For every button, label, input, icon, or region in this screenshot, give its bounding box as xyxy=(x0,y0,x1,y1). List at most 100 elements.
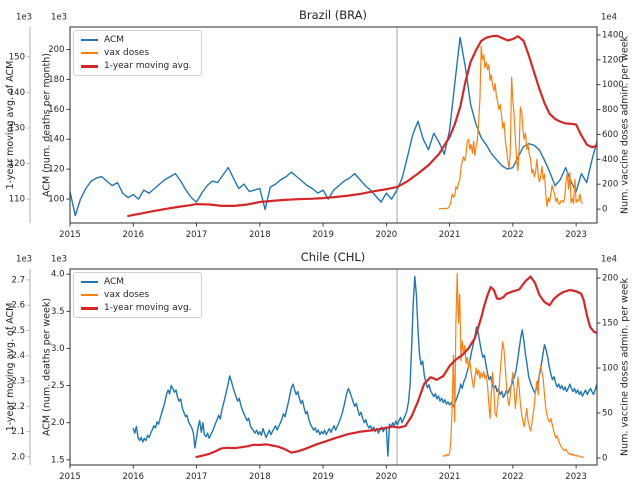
x-tick-label: 2018 xyxy=(249,472,271,482)
x-tick-label: 2017 xyxy=(186,472,208,482)
moving-avg-axis-tick-label: 2.7 xyxy=(11,275,25,285)
legend-entry-moving-avg: 1-year moving avg. xyxy=(81,303,192,313)
moving-avg-axis-tick-label: 2.1 xyxy=(11,427,25,437)
left-inner-axis-offset-text: 1e3 xyxy=(51,255,67,265)
legend-entry-acm: ACM xyxy=(81,277,192,287)
vax-axis-tick-label: 150 xyxy=(602,319,618,329)
chile-chart-title: Chile (CHL) xyxy=(300,250,366,264)
x-tick-label: 2020 xyxy=(376,472,398,482)
acm-line xyxy=(132,275,597,457)
right-axis-offset-text: 1e4 xyxy=(601,13,617,23)
moving-avg-line-swatch xyxy=(81,306,98,310)
acm-axis-tick-label: 3.5 xyxy=(51,307,65,317)
acm-axis-tick-label: 120 xyxy=(48,165,64,175)
moving-avg-axis-tick-label: 150 xyxy=(9,52,25,62)
left-outer-axis-offset-text: 1e3 xyxy=(16,255,32,265)
x-tick-label: 2019 xyxy=(312,472,334,482)
acm-axis-tick-label: 1.5 xyxy=(51,455,65,465)
vax-axis-tick-label: 1200 xyxy=(602,55,624,65)
vax-axis-tick-label: 1400 xyxy=(602,30,624,40)
legend-entry-vax-doses: vax doses xyxy=(81,48,192,58)
legend-entry-vax-doses: vax doses xyxy=(81,290,192,300)
x-tick-label: 2021 xyxy=(439,230,461,240)
moving-avg-axis-tick-label: 110 xyxy=(9,195,25,205)
vax-doses-line xyxy=(438,45,583,210)
chile-legend: ACM vax doses 1-year moving avg. xyxy=(73,272,202,318)
x-tick-label: 2023 xyxy=(565,472,587,482)
left-inner-axis-label: ACM (num. deaths per week) xyxy=(42,298,53,436)
vax-axis-tick-label: 200 xyxy=(602,180,618,190)
x-tick-label: 2023 xyxy=(565,230,587,240)
acm-axis-tick-label: 140 xyxy=(48,135,64,145)
moving-avg-line xyxy=(195,275,597,458)
moving-avg-axis-tick-label: 2.2 xyxy=(11,402,25,412)
acm-axis-tick-label: 200 xyxy=(48,45,64,55)
moving-avg-line-swatch xyxy=(81,64,98,68)
left-outer-axis-offset-text: 1e3 xyxy=(16,13,32,23)
x-tick-label: 2021 xyxy=(439,472,461,482)
vax-axis-tick-label: 1000 xyxy=(602,80,624,90)
vax-axis-tick-label: 200 xyxy=(602,274,618,284)
x-tick-label: 2016 xyxy=(122,230,144,240)
brazil-chart-title: Brazil (BRA) xyxy=(298,8,368,22)
acm-line-swatch xyxy=(81,38,98,42)
vax-doses-line-swatch xyxy=(81,51,98,55)
legend-entry-moving-avg: 1-year moving avg. xyxy=(81,61,192,71)
vax-axis-tick-label: 600 xyxy=(602,130,618,140)
vax-axis-tick-label: 0 xyxy=(602,453,607,463)
x-tick-label: 2022 xyxy=(502,230,524,240)
vax-axis-tick-label: 100 xyxy=(602,364,618,374)
vax-axis-tick-label: 800 xyxy=(602,105,618,115)
moving-avg-axis-tick-label: 120 xyxy=(9,159,25,169)
vax-axis-tick-label: 0 xyxy=(602,205,607,215)
x-tick-label: 2015 xyxy=(59,472,81,482)
x-tick-label: 2020 xyxy=(376,230,398,240)
acm-axis-tick-label: 100 xyxy=(48,195,64,205)
vax-doses-line xyxy=(442,273,585,458)
moving-avg-axis-tick-label: 2.5 xyxy=(11,326,25,336)
legend-vax-doses-label: vax doses xyxy=(104,290,150,300)
acm-line xyxy=(70,36,597,217)
legend-entry-acm: ACM xyxy=(81,35,192,45)
x-tick-label: 2015 xyxy=(59,230,81,240)
right-axis-offset-text: 1e4 xyxy=(601,255,617,265)
right-axis-label: Num. vaccine doses admin. per week xyxy=(620,278,631,457)
moving-avg-axis-tick-label: 2.6 xyxy=(11,301,25,311)
moving-avg-axis-tick-label: 130 xyxy=(9,124,25,134)
left-outer-axis-label: 1-year moving avg. of ACM xyxy=(5,61,16,190)
moving-avg-axis-tick-label: 2.4 xyxy=(11,351,25,361)
x-tick-label: 2022 xyxy=(502,472,524,482)
acm-axis-tick-label: 2.5 xyxy=(51,381,65,391)
legend-vax-doses-label: vax doses xyxy=(104,48,150,58)
left-outer-axis-label: 1-year moving avg. of ACM xyxy=(5,303,16,432)
plot-border xyxy=(69,26,598,224)
x-tick-label: 2016 xyxy=(122,472,144,482)
plot-border xyxy=(69,268,598,466)
moving-avg-axis-tick-label: 2.0 xyxy=(11,452,25,462)
vax-doses-line-swatch xyxy=(81,293,98,297)
chile-plot: 2015 2016 2017 2018 2019 2020 2021 2022 2023 1.5 2… xyxy=(5,255,631,483)
moving-avg-axis-tick-label: 140 xyxy=(9,88,25,98)
brazil-plot: 2015 2016 2017 2018 2019 2020 2021 2022 2023 100 1… xyxy=(5,13,631,241)
x-tick-label: 2019 xyxy=(312,230,334,240)
x-tick-label: 2017 xyxy=(186,230,208,240)
moving-avg-line xyxy=(127,34,597,217)
vax-axis-tick-label: 50 xyxy=(602,409,613,419)
right-axis-label: Num. vaccine doses admin. per week xyxy=(620,36,631,215)
moving-avg-axis-tick-label: 2.3 xyxy=(11,377,25,387)
left-inner-axis-offset-text: 1e3 xyxy=(51,13,67,23)
acm-axis-tick-label: 160 xyxy=(48,105,64,115)
acm-axis-tick-label: 2.0 xyxy=(51,418,65,428)
acm-axis-tick-label: 3.0 xyxy=(51,344,65,354)
legend-moving-avg-label: 1-year moving avg. xyxy=(104,303,192,313)
acm-axis-tick-label: 180 xyxy=(48,75,64,85)
x-tick-label: 2018 xyxy=(249,230,271,240)
legend-acm-label: ACM xyxy=(104,277,125,287)
vax-axis-tick-label: 400 xyxy=(602,155,618,165)
acm-line-swatch xyxy=(81,280,98,284)
brazil-legend: ACM vax doses 1-year moving avg. xyxy=(73,30,202,76)
acm-axis-tick-label: 4.0 xyxy=(51,270,65,280)
left-inner-axis-label: ACM (num. deaths per month) xyxy=(42,53,53,197)
